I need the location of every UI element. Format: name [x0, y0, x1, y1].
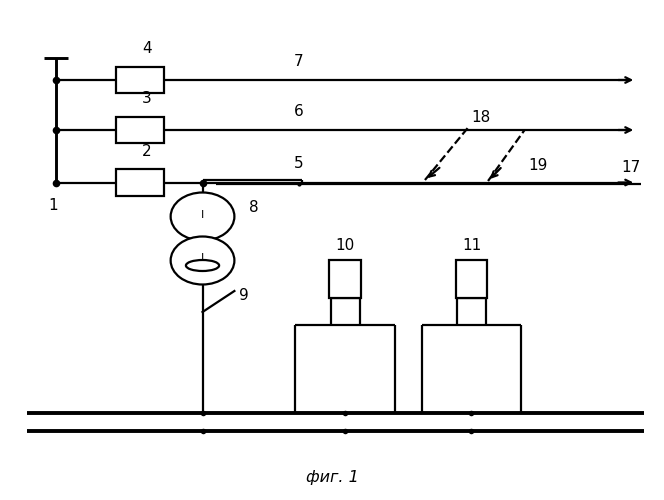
Text: 1: 1 — [48, 198, 58, 213]
Bar — [329, 260, 361, 298]
Text: фиг. 1: фиг. 1 — [305, 470, 359, 485]
Text: 6: 6 — [294, 104, 303, 119]
Text: 5: 5 — [294, 156, 303, 172]
Text: 8: 8 — [249, 200, 258, 214]
Text: 18: 18 — [471, 110, 491, 126]
Circle shape — [171, 236, 234, 284]
Bar — [116, 67, 164, 93]
Text: 2: 2 — [142, 144, 151, 158]
Text: 9: 9 — [239, 288, 249, 302]
Bar — [116, 117, 164, 143]
Circle shape — [171, 192, 234, 240]
Text: 11: 11 — [462, 238, 481, 253]
Text: 7: 7 — [294, 54, 303, 69]
Text: I: I — [201, 210, 204, 220]
Ellipse shape — [186, 260, 219, 271]
Text: I: I — [201, 253, 204, 263]
Bar — [456, 260, 487, 298]
Text: 3: 3 — [142, 91, 151, 106]
Text: 19: 19 — [528, 158, 547, 173]
Text: 10: 10 — [336, 238, 355, 253]
Text: 4: 4 — [142, 41, 151, 56]
Bar — [116, 170, 164, 196]
Text: 17: 17 — [622, 160, 641, 176]
